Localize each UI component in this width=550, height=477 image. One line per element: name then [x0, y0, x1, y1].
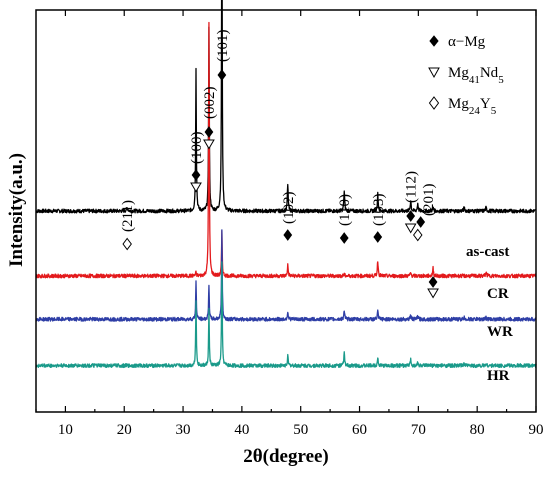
x-tick-label: 50: [293, 422, 308, 438]
mg24y5-marker: [413, 228, 423, 242]
x-tick-label: 90: [529, 422, 544, 438]
x-tick-label: 40: [234, 422, 249, 438]
markers: [122, 69, 439, 299]
traces: [35, 0, 537, 369]
peak-label: (002): [202, 87, 218, 120]
trace-labels: as-cast CR WR HR: [466, 244, 513, 384]
plot-frame: [35, 9, 537, 413]
alpha-mg-marker: [373, 231, 383, 243]
trace-hr: [35, 261, 537, 369]
alpha-mg-marker: [217, 69, 227, 81]
legend-filled-diamond-icon: [429, 35, 439, 47]
trace-wr: [35, 229, 537, 322]
x-tick-label: 80: [470, 422, 485, 438]
legend-entry-alpha-mg: α−Mg: [448, 34, 486, 50]
x-tick-label: 20: [117, 422, 132, 438]
mg41nd5-marker: [203, 139, 215, 150]
alpha-mg-marker: [339, 232, 349, 244]
peak-label: (101): [215, 30, 231, 63]
plot-area: (211) (100) (002) (101) (102) (110) (103) (112)…: [35, 0, 537, 369]
trace-label-cr: CR: [487, 286, 509, 302]
x-tick-label: 60: [352, 422, 367, 438]
mg41nd5-marker: [427, 288, 439, 299]
peak-label: (100): [189, 132, 205, 165]
trace-cr: [35, 21, 537, 279]
mg41nd5-marker: [190, 182, 202, 193]
trace-as-cast: [35, 0, 537, 214]
alpha-mg-marker: [428, 276, 438, 288]
x-tick-label: 10: [58, 422, 73, 438]
peak-labels: (211) (100) (002) (101) (102) (110) (103) (112)…: [120, 30, 437, 233]
alpha-mg-marker: [191, 169, 201, 181]
legend-triangle-icon: [428, 67, 440, 79]
x-axis: 10 20 30 40 50 60 70 80 90: [35, 10, 544, 438]
peak-label: (112): [404, 171, 420, 203]
peak-label: (110): [337, 194, 353, 226]
x-axis-title: 2θ(degree): [243, 446, 329, 467]
mg41nd5-marker: [404, 223, 417, 234]
alpha-mg-marker: [416, 216, 426, 228]
x-tick-label: 70: [411, 422, 426, 438]
peak-label: (211): [120, 200, 136, 232]
trace-label-hr: HR: [487, 368, 510, 384]
legend-entry-mg41nd5: Mg41Nd5: [448, 65, 504, 86]
peak-label: (103): [371, 194, 387, 227]
legend: α−Mg Mg41Nd5 Mg24Y5: [428, 34, 504, 117]
trace-label-as-cast: as-cast: [466, 244, 509, 260]
trace-label-wr: WR: [487, 324, 513, 340]
legend-open-diamond-icon: [428, 96, 440, 110]
mg24y5-marker: [122, 237, 132, 251]
x-tick-label: 30: [176, 422, 191, 438]
alpha-mg-marker: [283, 229, 293, 241]
alpha-mg-marker: [406, 210, 416, 222]
peak-label: (102): [281, 192, 297, 225]
peak-label: (201): [421, 184, 437, 217]
legend-entry-mg24y5: Mg24Y5: [448, 96, 497, 117]
alpha-mg-marker: [204, 126, 214, 138]
y-axis-title: Intensity(a.u.): [6, 153, 27, 267]
